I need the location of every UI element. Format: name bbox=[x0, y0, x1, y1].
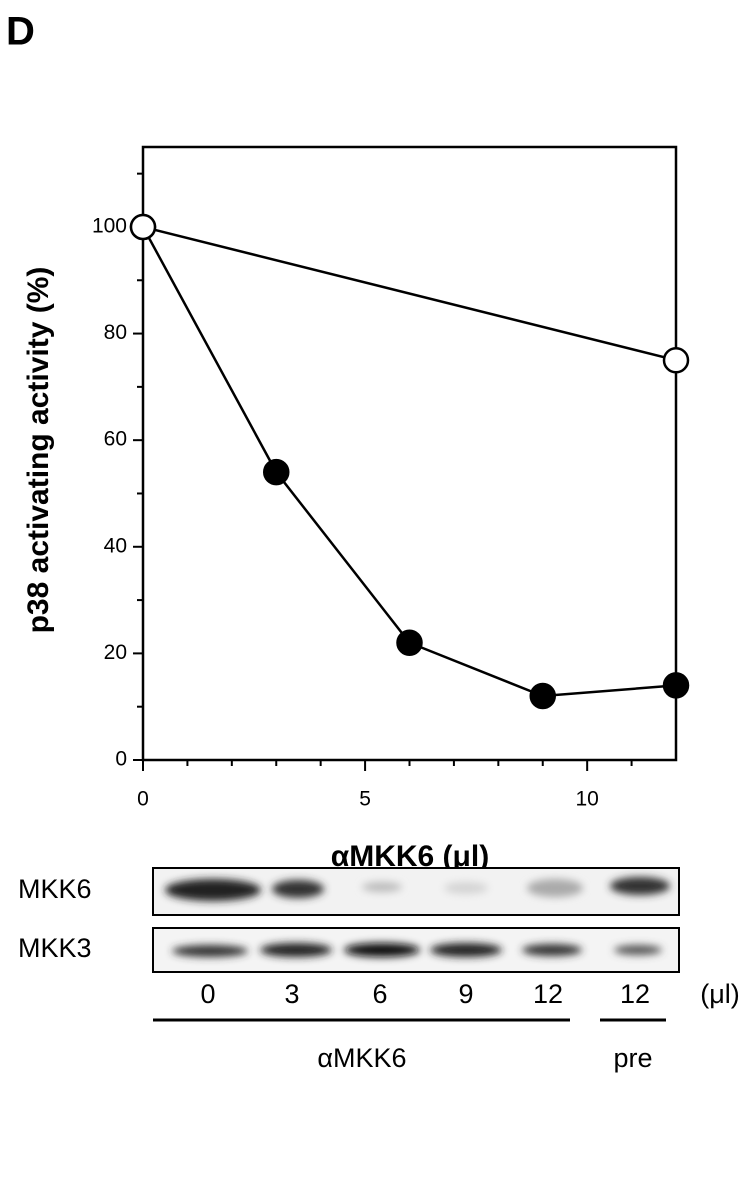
series-line bbox=[142, 225, 677, 362]
marker bbox=[662, 672, 690, 699]
band bbox=[444, 882, 488, 894]
band bbox=[344, 943, 420, 957]
plot-frame bbox=[141, 145, 678, 762]
y-tick-label: 40 bbox=[104, 534, 127, 557]
group-label: αMKK6 bbox=[317, 1043, 406, 1073]
lane-label: 12 bbox=[533, 979, 563, 1009]
row-label: MKK3 bbox=[18, 933, 92, 963]
band bbox=[260, 943, 332, 957]
lane-label: 12 bbox=[620, 979, 650, 1009]
y-tick-label: 20 bbox=[104, 641, 127, 664]
marker bbox=[529, 682, 556, 710]
lane-label: 0 bbox=[200, 979, 215, 1009]
band bbox=[165, 879, 261, 901]
group-label: pre bbox=[613, 1043, 652, 1073]
band bbox=[362, 882, 402, 892]
y-tick-label: 80 bbox=[104, 321, 127, 344]
marker bbox=[662, 346, 690, 374]
y-tick-label: 100 bbox=[92, 215, 127, 238]
marker bbox=[396, 629, 423, 656]
marker bbox=[263, 458, 290, 486]
panel-label: D bbox=[6, 10, 35, 54]
bands bbox=[165, 877, 670, 957]
band bbox=[610, 877, 670, 895]
lane-label: 3 bbox=[284, 979, 299, 1009]
row-label: MKK6 bbox=[18, 874, 92, 904]
band bbox=[614, 945, 662, 955]
band bbox=[527, 879, 583, 897]
band bbox=[522, 944, 582, 956]
x-tick-label: 10 bbox=[575, 788, 598, 811]
band bbox=[430, 943, 502, 957]
plot: 0 20 40 60 80 100 0 5 10 bbox=[92, 172, 690, 811]
band bbox=[172, 945, 248, 957]
y-tick-label: 60 bbox=[104, 428, 127, 451]
y-axis-label: p38 activating activity (%) bbox=[22, 267, 55, 634]
blot: MKK6 MKK3 0 3 6 9 12 12 (μl) αMKK6 pre bbox=[18, 867, 740, 1073]
series-line bbox=[141, 226, 677, 698]
unit-label: (μl) bbox=[700, 979, 740, 1009]
x-tick-label: 5 bbox=[359, 788, 371, 811]
marker bbox=[129, 213, 157, 241]
band bbox=[272, 880, 324, 898]
lane-label: 6 bbox=[372, 979, 387, 1009]
x-tick-label: 0 bbox=[137, 788, 149, 811]
y-tick-label: 0 bbox=[115, 748, 127, 771]
lane-label: 9 bbox=[458, 979, 473, 1009]
